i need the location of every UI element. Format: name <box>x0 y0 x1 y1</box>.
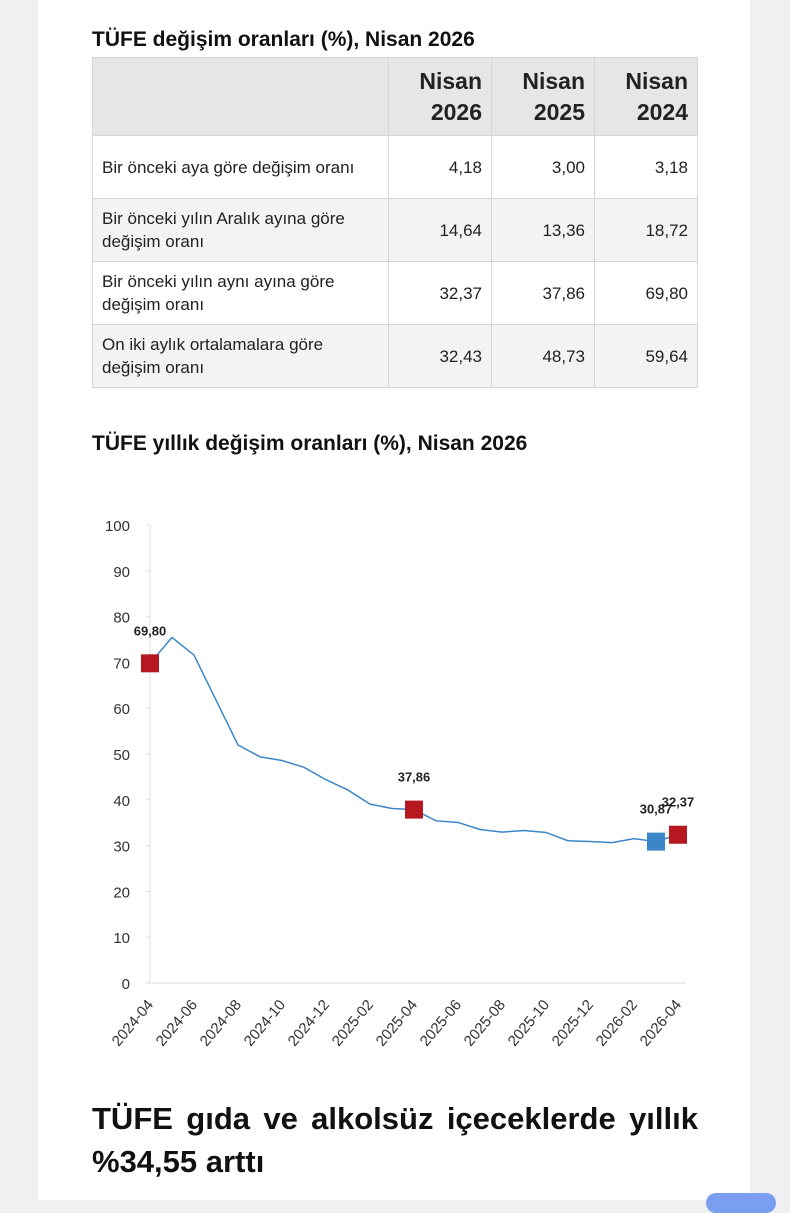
number-cell: 13,36 <box>491 198 595 262</box>
y-tick-label: 40 <box>113 793 130 810</box>
header-cell <box>92 57 389 136</box>
number-cell: 69,80 <box>594 261 698 325</box>
x-tick-label: 2025-02 <box>329 997 377 1050</box>
label-cell: Bir önceki yılın Aralık ayına göre değiş… <box>92 198 389 262</box>
header-cell: Nisan 2025 <box>491 57 595 136</box>
number-cell: 3,18 <box>594 135 698 199</box>
label-cell: Bir önceki aya göre değişim oranı <box>92 135 389 199</box>
y-tick-label: 20 <box>113 884 130 901</box>
data-label: 30,87 <box>640 802 673 817</box>
button[interactable] <box>706 1193 776 1213</box>
chart-title: TÜFE yıllık değişim oranları (%), Nisan … <box>92 432 527 455</box>
number-cell: 32,43 <box>388 324 492 388</box>
x-tick-label: 2025-10 <box>505 997 553 1050</box>
header-row: Nisan 2026 Nisan 2025 Nisan 2024 <box>92 57 698 136</box>
marker <box>141 654 159 673</box>
marker <box>647 832 665 851</box>
number-cell: 3,00 <box>491 135 595 199</box>
data-label: 69,80 <box>134 623 167 638</box>
y-tick-label: 30 <box>113 839 130 856</box>
y-tick-label: 0 <box>122 976 130 993</box>
chart: TÜFE yıllık değişim oranları (%), Nisan … <box>92 432 695 1050</box>
marker <box>405 800 423 819</box>
y-tick-label: 60 <box>113 701 130 718</box>
table-row: Bir önceki aya göre değişim oranı 4,18 3,0… <box>92 135 698 199</box>
data-label: 37,86 <box>398 770 431 785</box>
x-tick-label: 2024-12 <box>285 997 333 1050</box>
table-row: On iki aylık ortalamalara göre değişim o… <box>92 324 698 388</box>
number-cell: 18,72 <box>594 198 698 262</box>
x-tick-label: 2025-04 <box>373 997 421 1050</box>
marker <box>669 825 687 844</box>
x-tick-label: 2025-06 <box>417 997 465 1050</box>
y-tick-label: 10 <box>113 930 130 947</box>
y-tick-label: 50 <box>113 747 130 764</box>
y-tick-label: 80 <box>113 610 130 627</box>
y-tick-label: 70 <box>113 655 130 672</box>
number-cell: 32,37 <box>388 261 492 325</box>
number-cell: 48,73 <box>491 324 595 388</box>
table: Nisan 2026 Nisan 2025 Nisan 2024 Bir önceki… <box>92 57 698 388</box>
number-cell: 37,86 <box>491 261 595 325</box>
heading: TÜFE gıda ve alkolsüz içeceklerde yıllık… <box>92 1101 698 1179</box>
x-tick-label: 2026-02 <box>593 997 641 1050</box>
y-tick-label: 90 <box>113 564 130 581</box>
table-title: TÜFE değişim oranları (%), Nisan 2026 <box>92 28 475 51</box>
table-row: Bir önceki yılın Aralık ayına göre değiş… <box>92 198 698 262</box>
data-label: 32,37 <box>662 795 695 810</box>
header-cell: Nisan 2026 <box>388 57 492 136</box>
label-cell: Bir önceki yılın aynı ayına göre değişim… <box>92 261 389 325</box>
y-tick-label: 100 <box>105 518 130 535</box>
x-tick-label: 2024-08 <box>197 997 245 1050</box>
x-tick-label: 2026-04 <box>637 997 685 1050</box>
label-cell: On iki aylık ortalamalara göre değişim o… <box>92 324 389 388</box>
x-tick-label: 2024-04 <box>109 997 157 1050</box>
table-row: Bir önceki yılın aynı ayına göre değişim… <box>92 261 698 325</box>
header-cell: Nisan 2024 <box>594 57 698 136</box>
x-tick-label: 2024-10 <box>241 997 289 1050</box>
number-cell: 14,64 <box>388 198 492 262</box>
number-cell: 4,18 <box>388 135 492 199</box>
x-tick-label: 2025-08 <box>461 997 509 1050</box>
number-cell: 59,64 <box>594 324 698 388</box>
x-tick-label: 2025-12 <box>549 997 597 1050</box>
x-tick-label: 2024-06 <box>153 997 201 1050</box>
